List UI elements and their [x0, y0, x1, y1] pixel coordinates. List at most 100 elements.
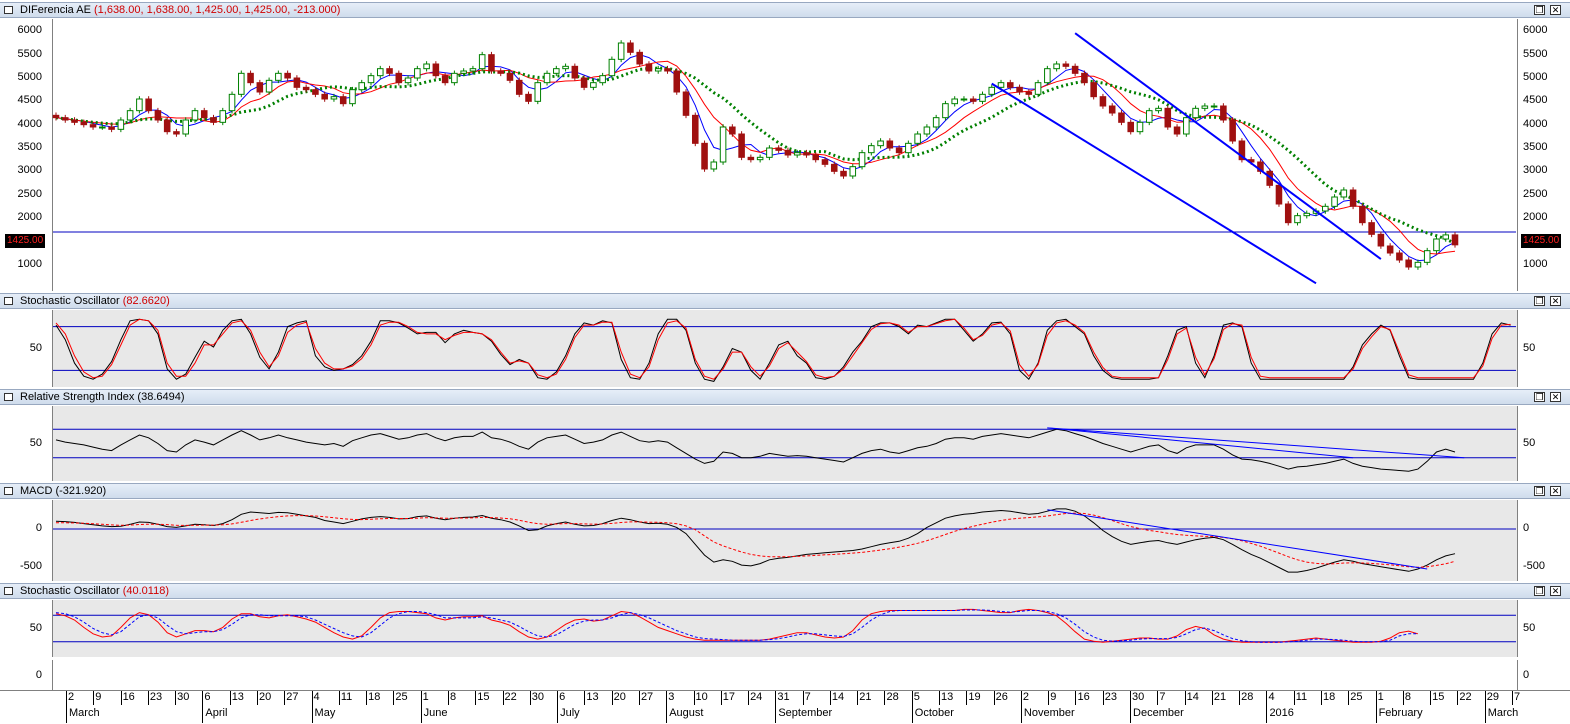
price-panel-values: (1,638.00, 1,638.00, 1,425.00, 1,425.00,…	[93, 4, 341, 16]
x-month-tick	[1375, 705, 1377, 723]
candle-body	[1053, 63, 1060, 70]
candle-body	[1034, 82, 1042, 95]
panel-menu-icon[interactable]	[4, 6, 13, 14]
rsi-panel-value: (38.6494)	[137, 391, 185, 403]
x-tick	[775, 691, 777, 705]
candle-body	[997, 82, 1005, 88]
candle-body	[358, 82, 366, 91]
close-button[interactable]: ✕	[1550, 392, 1561, 402]
candle-body	[1127, 121, 1135, 133]
candle-body	[979, 93, 986, 102]
candle-body	[1423, 250, 1431, 263]
stoch2-panel[interactable]	[52, 600, 1518, 657]
x-tick	[911, 691, 913, 705]
candle-body	[1322, 205, 1329, 212]
restore-button[interactable]: ❐	[1534, 586, 1545, 596]
close-button[interactable]: ✕	[1550, 586, 1561, 596]
y-tick-label-left: 50	[29, 621, 42, 634]
restore-button[interactable]: ❐	[1534, 296, 1545, 306]
x-day-label: 17	[722, 691, 736, 703]
close-button[interactable]: ✕	[1550, 5, 1561, 15]
restore-button[interactable]: ❐	[1534, 392, 1545, 402]
x-month-tick	[775, 705, 777, 723]
panel-menu-icon[interactable]	[4, 393, 13, 401]
candle-body	[840, 170, 847, 177]
candle-body	[599, 75, 606, 84]
close-button[interactable]: ✕	[1550, 296, 1561, 306]
candle-body	[163, 119, 171, 133]
candle-body	[988, 86, 996, 95]
x-tick	[1211, 691, 1213, 705]
candle-body	[1044, 68, 1051, 84]
candle-body	[942, 103, 949, 119]
x-tick	[666, 691, 668, 705]
panel-menu-icon[interactable]	[4, 587, 13, 595]
x-month-label: March	[69, 707, 100, 719]
candle-body	[488, 54, 495, 72]
x-tick	[884, 691, 886, 705]
candle-body	[395, 72, 403, 84]
candle-body	[386, 68, 393, 74]
candle-body	[1396, 252, 1403, 261]
candle-body	[608, 58, 616, 77]
candle-body	[1275, 184, 1283, 205]
x-tick	[366, 691, 368, 705]
x-tick	[311, 691, 313, 705]
rsi-panel[interactable]	[52, 406, 1518, 481]
x-day-label: 14	[831, 691, 845, 703]
candle-body	[729, 126, 736, 135]
rsi-panel-title: Relative Strength Index	[20, 391, 135, 403]
candle-body	[441, 75, 449, 84]
macd-panel[interactable]	[52, 500, 1518, 581]
candle-body	[1433, 238, 1440, 252]
candle-body	[747, 156, 755, 161]
close-button[interactable]: ✕	[1550, 486, 1561, 496]
y-tick-label-left: 4000	[17, 117, 42, 130]
x-day-label: 28	[886, 691, 899, 703]
candle-body	[1108, 105, 1116, 114]
price-channel-trendline	[991, 82, 1317, 285]
x-month-tick	[66, 705, 67, 723]
x-day-label: 3	[668, 691, 675, 703]
panel-menu-icon[interactable]	[4, 297, 13, 305]
candle-body	[784, 149, 792, 156]
candle-body	[321, 93, 328, 100]
x-tick	[420, 691, 422, 705]
x-tick	[611, 691, 613, 705]
candle-body	[812, 154, 820, 161]
candle-body	[858, 152, 866, 168]
x-day-label: 27	[286, 691, 299, 703]
x-day-label: 6	[559, 691, 566, 703]
candle-body	[71, 119, 78, 123]
candle-body	[590, 82, 597, 88]
candle-body	[932, 117, 940, 128]
x-tick	[939, 691, 941, 705]
x-month-tick	[1266, 705, 1268, 723]
restore-button[interactable]: ❐	[1534, 486, 1545, 496]
x-month-tick	[420, 705, 422, 723]
y-tick-label-right: 1000	[1523, 257, 1548, 270]
candle-body	[793, 152, 801, 156]
x-month-tick	[666, 705, 668, 723]
y-tick-label-left: 3500	[17, 141, 42, 153]
candle-body	[423, 63, 430, 70]
candle-body	[1377, 233, 1385, 247]
candle-body	[1062, 63, 1070, 67]
panel-menu-icon[interactable]	[4, 487, 13, 495]
restore-button[interactable]: ❐	[1534, 5, 1545, 15]
x-day-label: 19	[968, 691, 981, 703]
x-tick	[256, 691, 258, 705]
stoch2-series-1	[55, 609, 1418, 643]
x-tick	[284, 691, 286, 705]
x-tick	[393, 691, 395, 705]
x-day-label: 27	[640, 691, 654, 703]
x-tick	[857, 691, 859, 705]
x-month-label: February	[1378, 707, 1423, 719]
x-day-label: 30	[1132, 691, 1145, 703]
y-tick-label-left: 0	[35, 521, 42, 534]
x-day-label: 21	[1213, 691, 1227, 703]
y-tick-label-right: 5000	[1523, 71, 1548, 83]
x-axis: 2 9 16 23 30 6 13 20 27 4 11 18 25 1 8 15 22 30 6 13 20 27 3 10…	[0, 690, 1570, 724]
x-tick	[1375, 691, 1377, 705]
candle-body	[1173, 126, 1181, 135]
